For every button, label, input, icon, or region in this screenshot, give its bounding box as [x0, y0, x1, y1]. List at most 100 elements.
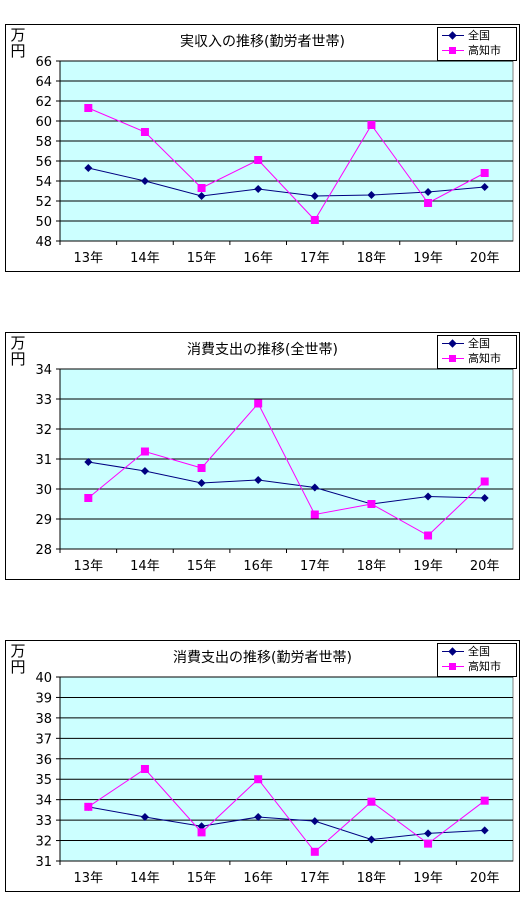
data-point-national	[367, 191, 376, 199]
x-tick-label: 15年	[187, 871, 217, 886]
y-tick-label: 54	[35, 175, 52, 190]
x-tick-label: 18年	[357, 871, 387, 886]
data-point-kochi	[480, 796, 489, 805]
y-tick-label: 31	[35, 855, 52, 870]
series-line	[88, 461, 485, 505]
data-point-kochi	[140, 447, 149, 456]
y-tick-label: 39	[35, 691, 52, 706]
chart-title: 消費支出の推移(勤労者世帯)	[173, 650, 352, 666]
chart-title: 消費支出の推移(全世帯)	[187, 342, 338, 358]
x-tick-label: 20年	[470, 871, 500, 886]
series-line	[88, 167, 485, 197]
diamond-marker-icon	[448, 31, 457, 40]
data-point-national	[424, 829, 433, 838]
y-tick-label: 62	[35, 95, 52, 110]
legend: 全国 高知市	[437, 643, 517, 677]
x-tick-label: 18年	[357, 251, 387, 266]
x-tick-label: 17年	[300, 871, 330, 886]
y-tick-label: 30	[35, 483, 52, 498]
data-point-national	[367, 835, 376, 844]
y-tick-label: 31	[35, 453, 52, 468]
x-tick-label: 17年	[300, 559, 330, 574]
data-point-national	[197, 192, 206, 200]
data-point-kochi	[140, 128, 149, 136]
chart-title: 実収入の推移(勤労者世帯)	[180, 34, 345, 50]
y-tick-label: 35	[35, 773, 52, 788]
x-tick-label: 19年	[413, 251, 443, 266]
x-tick-label: 13年	[74, 559, 104, 574]
y-tick-label: 66	[35, 55, 52, 70]
line-chart: 28 29 30 31 32 33 34 13年 14年 15年 16年 17年 18年 19年 20年	[35, 363, 514, 574]
y-tick-label: 60	[35, 115, 52, 130]
data-point-kochi	[424, 531, 433, 540]
data-point-kochi	[197, 464, 206, 472]
x-tick-label: 19年	[413, 559, 443, 574]
data-point-national	[254, 476, 263, 484]
y-unit-label: 万円	[10, 26, 26, 60]
data-point-kochi	[480, 477, 489, 486]
x-tick-label: 16年	[243, 871, 273, 886]
x-tick-label: 15年	[187, 251, 217, 266]
data-point-kochi	[197, 184, 206, 192]
x-tick-label: 18年	[357, 559, 387, 574]
data-point-kochi	[310, 847, 319, 856]
y-tick-label: 64	[35, 75, 52, 90]
chart-panel-1: 48 50 52 54 56 58 60 62 64 66 13年 14年 15年 16年 17年 18年 19…	[5, 24, 520, 272]
legend-label: 高知市	[468, 660, 501, 673]
data-point-national	[480, 183, 489, 191]
y-tick-label: 33	[35, 814, 52, 829]
diamond-marker-icon	[448, 647, 457, 656]
y-tick-label: 32	[35, 423, 52, 438]
x-tick-label: 19年	[413, 871, 443, 886]
x-tick-label: 14年	[130, 871, 160, 886]
data-point-national	[310, 817, 319, 826]
data-point-national	[480, 494, 489, 502]
diamond-marker-icon	[448, 339, 457, 348]
data-point-national	[140, 813, 149, 822]
data-point-kochi	[197, 828, 206, 837]
data-point-kochi	[254, 399, 263, 408]
y-unit-label: 万円	[10, 642, 26, 676]
y-tick-label: 36	[35, 753, 52, 768]
data-point-national	[197, 479, 206, 487]
data-point-national	[197, 822, 206, 831]
data-point-kochi	[424, 839, 433, 848]
legend-label: 全国	[468, 645, 490, 658]
data-point-kochi	[140, 765, 149, 773]
x-tick-label: 13年	[74, 251, 104, 266]
data-point-kochi	[84, 802, 93, 811]
plot-area	[59, 60, 514, 242]
y-tick-label: 52	[35, 195, 52, 210]
x-tick-label: 20年	[470, 251, 500, 266]
legend: 全国 高知市	[437, 335, 517, 369]
x-tick-label: 20年	[470, 559, 500, 574]
y-tick-label: 32	[35, 835, 52, 850]
plot-area	[59, 676, 514, 862]
data-point-kochi	[367, 121, 376, 129]
y-tick-label: 48	[35, 235, 52, 250]
chart-panel-2: 28 29 30 31 32 33 34 13年 14年 15年 16年 17年 18年 19年 20年 万円…	[5, 332, 520, 580]
data-point-national	[480, 826, 489, 835]
data-point-national	[140, 177, 149, 185]
line-chart: 31 32 33 34 35 36 37 38 39 40 13年 14年 15年 16年 17年 18年 19…	[35, 671, 514, 886]
data-point-national	[424, 188, 433, 196]
legend-label: 全国	[468, 337, 490, 350]
series-line	[88, 107, 485, 221]
data-point-national	[254, 813, 263, 822]
data-point-national	[84, 458, 93, 466]
data-point-kochi	[84, 494, 93, 502]
data-point-kochi	[367, 797, 376, 806]
y-unit-label: 万円	[10, 334, 26, 368]
y-tick-label: 29	[35, 513, 52, 528]
x-tick-label: 13年	[74, 871, 104, 886]
x-tick-label: 17年	[300, 251, 330, 266]
chart-panel-3: 31 32 33 34 35 36 37 38 39 40 13年 14年 15年 16年 17年 18年 19…	[5, 640, 520, 892]
y-tick-label: 56	[35, 155, 52, 170]
legend-label: 高知市	[468, 44, 501, 57]
x-tick-label: 14年	[130, 559, 160, 574]
legend-item: 全国	[438, 644, 516, 659]
data-point-national	[84, 164, 93, 172]
x-tick-label: 14年	[130, 251, 160, 266]
data-point-kochi	[254, 156, 263, 164]
square-marker-icon	[449, 355, 456, 362]
